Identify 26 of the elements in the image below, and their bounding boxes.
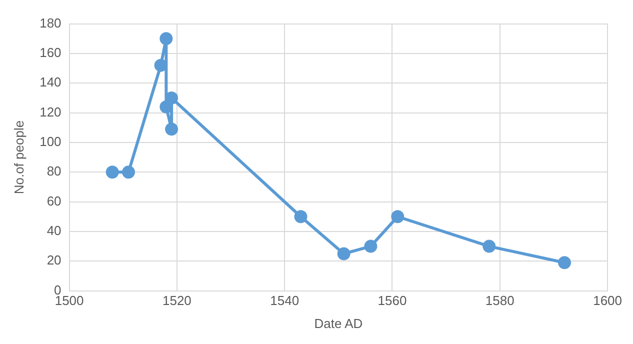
y-tick-label: 80 <box>46 164 62 179</box>
point <box>391 210 404 224</box>
x-tick-label: 1580 <box>485 293 514 308</box>
x-tick-label: 1600 <box>593 293 622 308</box>
point <box>165 122 178 136</box>
x-tick-label: 1560 <box>378 293 407 308</box>
y-tick-label: 60 <box>46 193 62 208</box>
point <box>337 247 350 260</box>
y-tick-label: 140 <box>40 74 62 90</box>
y-tick-label: 40 <box>46 223 62 238</box>
point <box>482 240 496 253</box>
y-tick-label: 100 <box>40 134 62 150</box>
point <box>364 240 378 253</box>
y-axis-title: No.of people <box>11 120 26 194</box>
y-tick-label: 160 <box>40 45 62 60</box>
x-tick-label: 1540 <box>270 293 300 308</box>
point <box>122 166 135 179</box>
y-tick-label: 20 <box>46 252 62 268</box>
point <box>558 256 571 270</box>
point <box>294 210 308 224</box>
x-axis-title: Date AD <box>314 316 363 331</box>
y-tick-label: 120 <box>40 104 62 120</box>
x-tick-label: 1520 <box>162 293 192 308</box>
point <box>106 166 119 179</box>
y-tick-label: 180 <box>40 15 62 30</box>
point <box>160 32 173 46</box>
